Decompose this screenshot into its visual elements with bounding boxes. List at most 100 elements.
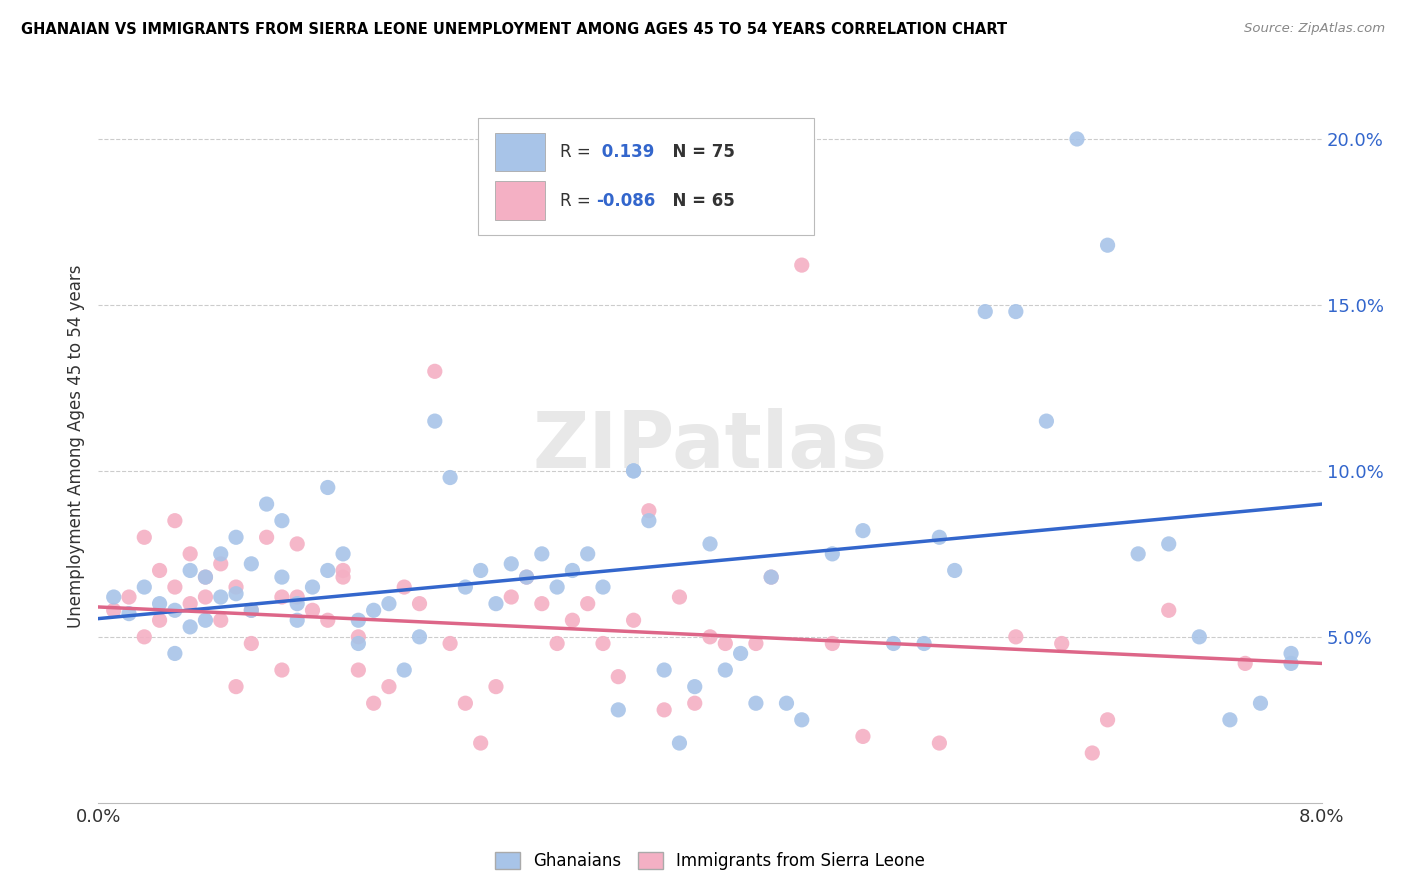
Point [1279,657,1302,671]
Point [561,613,583,627]
Point [745,696,768,710]
Point [623,464,645,478]
Point [1004,304,1026,318]
Point [699,537,721,551]
Point [209,547,232,561]
Point [1097,238,1119,252]
Point [134,630,156,644]
Point [209,590,232,604]
Point [225,680,247,694]
Point [652,663,675,677]
Legend: Ghanaians, Immigrants from Sierra Leone: Ghanaians, Immigrants from Sierra Leone [488,845,932,877]
Point [943,564,966,578]
Point [668,590,690,604]
Point [270,570,294,584]
Point [179,564,201,578]
Point [470,564,492,578]
Point [1157,537,1180,551]
Point [745,636,768,650]
Point [270,590,294,604]
Point [485,680,508,694]
Point [301,603,323,617]
Point [928,530,950,544]
Text: 0.139: 0.139 [596,143,655,161]
Point [256,530,278,544]
Point [714,663,737,677]
Point [103,590,125,604]
Point [1219,713,1241,727]
Point [576,597,599,611]
Point [163,580,186,594]
Point [790,713,813,727]
Point [668,736,690,750]
Point [347,636,370,650]
Point [530,597,553,611]
Point [485,597,508,611]
Point [683,680,706,694]
Point [501,590,523,604]
Point [928,736,950,750]
Point [852,524,875,538]
Point [392,580,416,594]
Point [637,514,661,528]
Point [821,547,844,561]
Point [392,663,416,677]
Point [316,481,339,495]
Point [516,570,538,584]
Point [974,304,997,318]
Point [592,580,614,594]
Point [530,547,553,561]
Point [363,696,385,710]
Point [225,580,247,594]
Point [179,620,201,634]
Point [378,597,401,611]
Point [118,590,141,604]
Point [225,587,247,601]
Point [194,613,217,627]
Point [883,636,905,650]
Point [285,597,308,611]
Point [699,630,721,644]
Point [363,603,385,617]
Point [439,470,461,484]
Point [759,570,782,584]
Point [378,680,401,694]
Point [546,636,568,650]
Point [561,564,583,578]
Point [1279,647,1302,661]
Point [623,464,645,478]
Point [1128,547,1150,561]
Point [576,547,599,561]
Point [592,636,614,650]
Point [149,564,172,578]
Point [775,696,797,710]
Point [1249,696,1271,710]
Point [347,613,370,627]
Point [316,564,339,578]
Point [652,703,675,717]
Point [912,636,935,650]
Point [790,258,813,272]
Point [194,590,217,604]
Point [607,703,630,717]
Point [1050,636,1073,650]
Point [607,670,630,684]
Text: -0.086: -0.086 [596,192,655,210]
Point [637,504,661,518]
Point [270,514,294,528]
Point [1097,713,1119,727]
Point [423,364,446,378]
Text: N = 65: N = 65 [661,192,735,210]
Point [347,663,370,677]
Point [1157,603,1180,617]
Point [194,570,217,584]
Point [134,530,156,544]
Point [683,696,706,710]
Point [1188,630,1211,644]
Point [347,630,370,644]
Point [454,696,477,710]
FancyBboxPatch shape [478,118,814,235]
Point [1234,657,1257,671]
Point [285,613,308,627]
Point [256,497,278,511]
